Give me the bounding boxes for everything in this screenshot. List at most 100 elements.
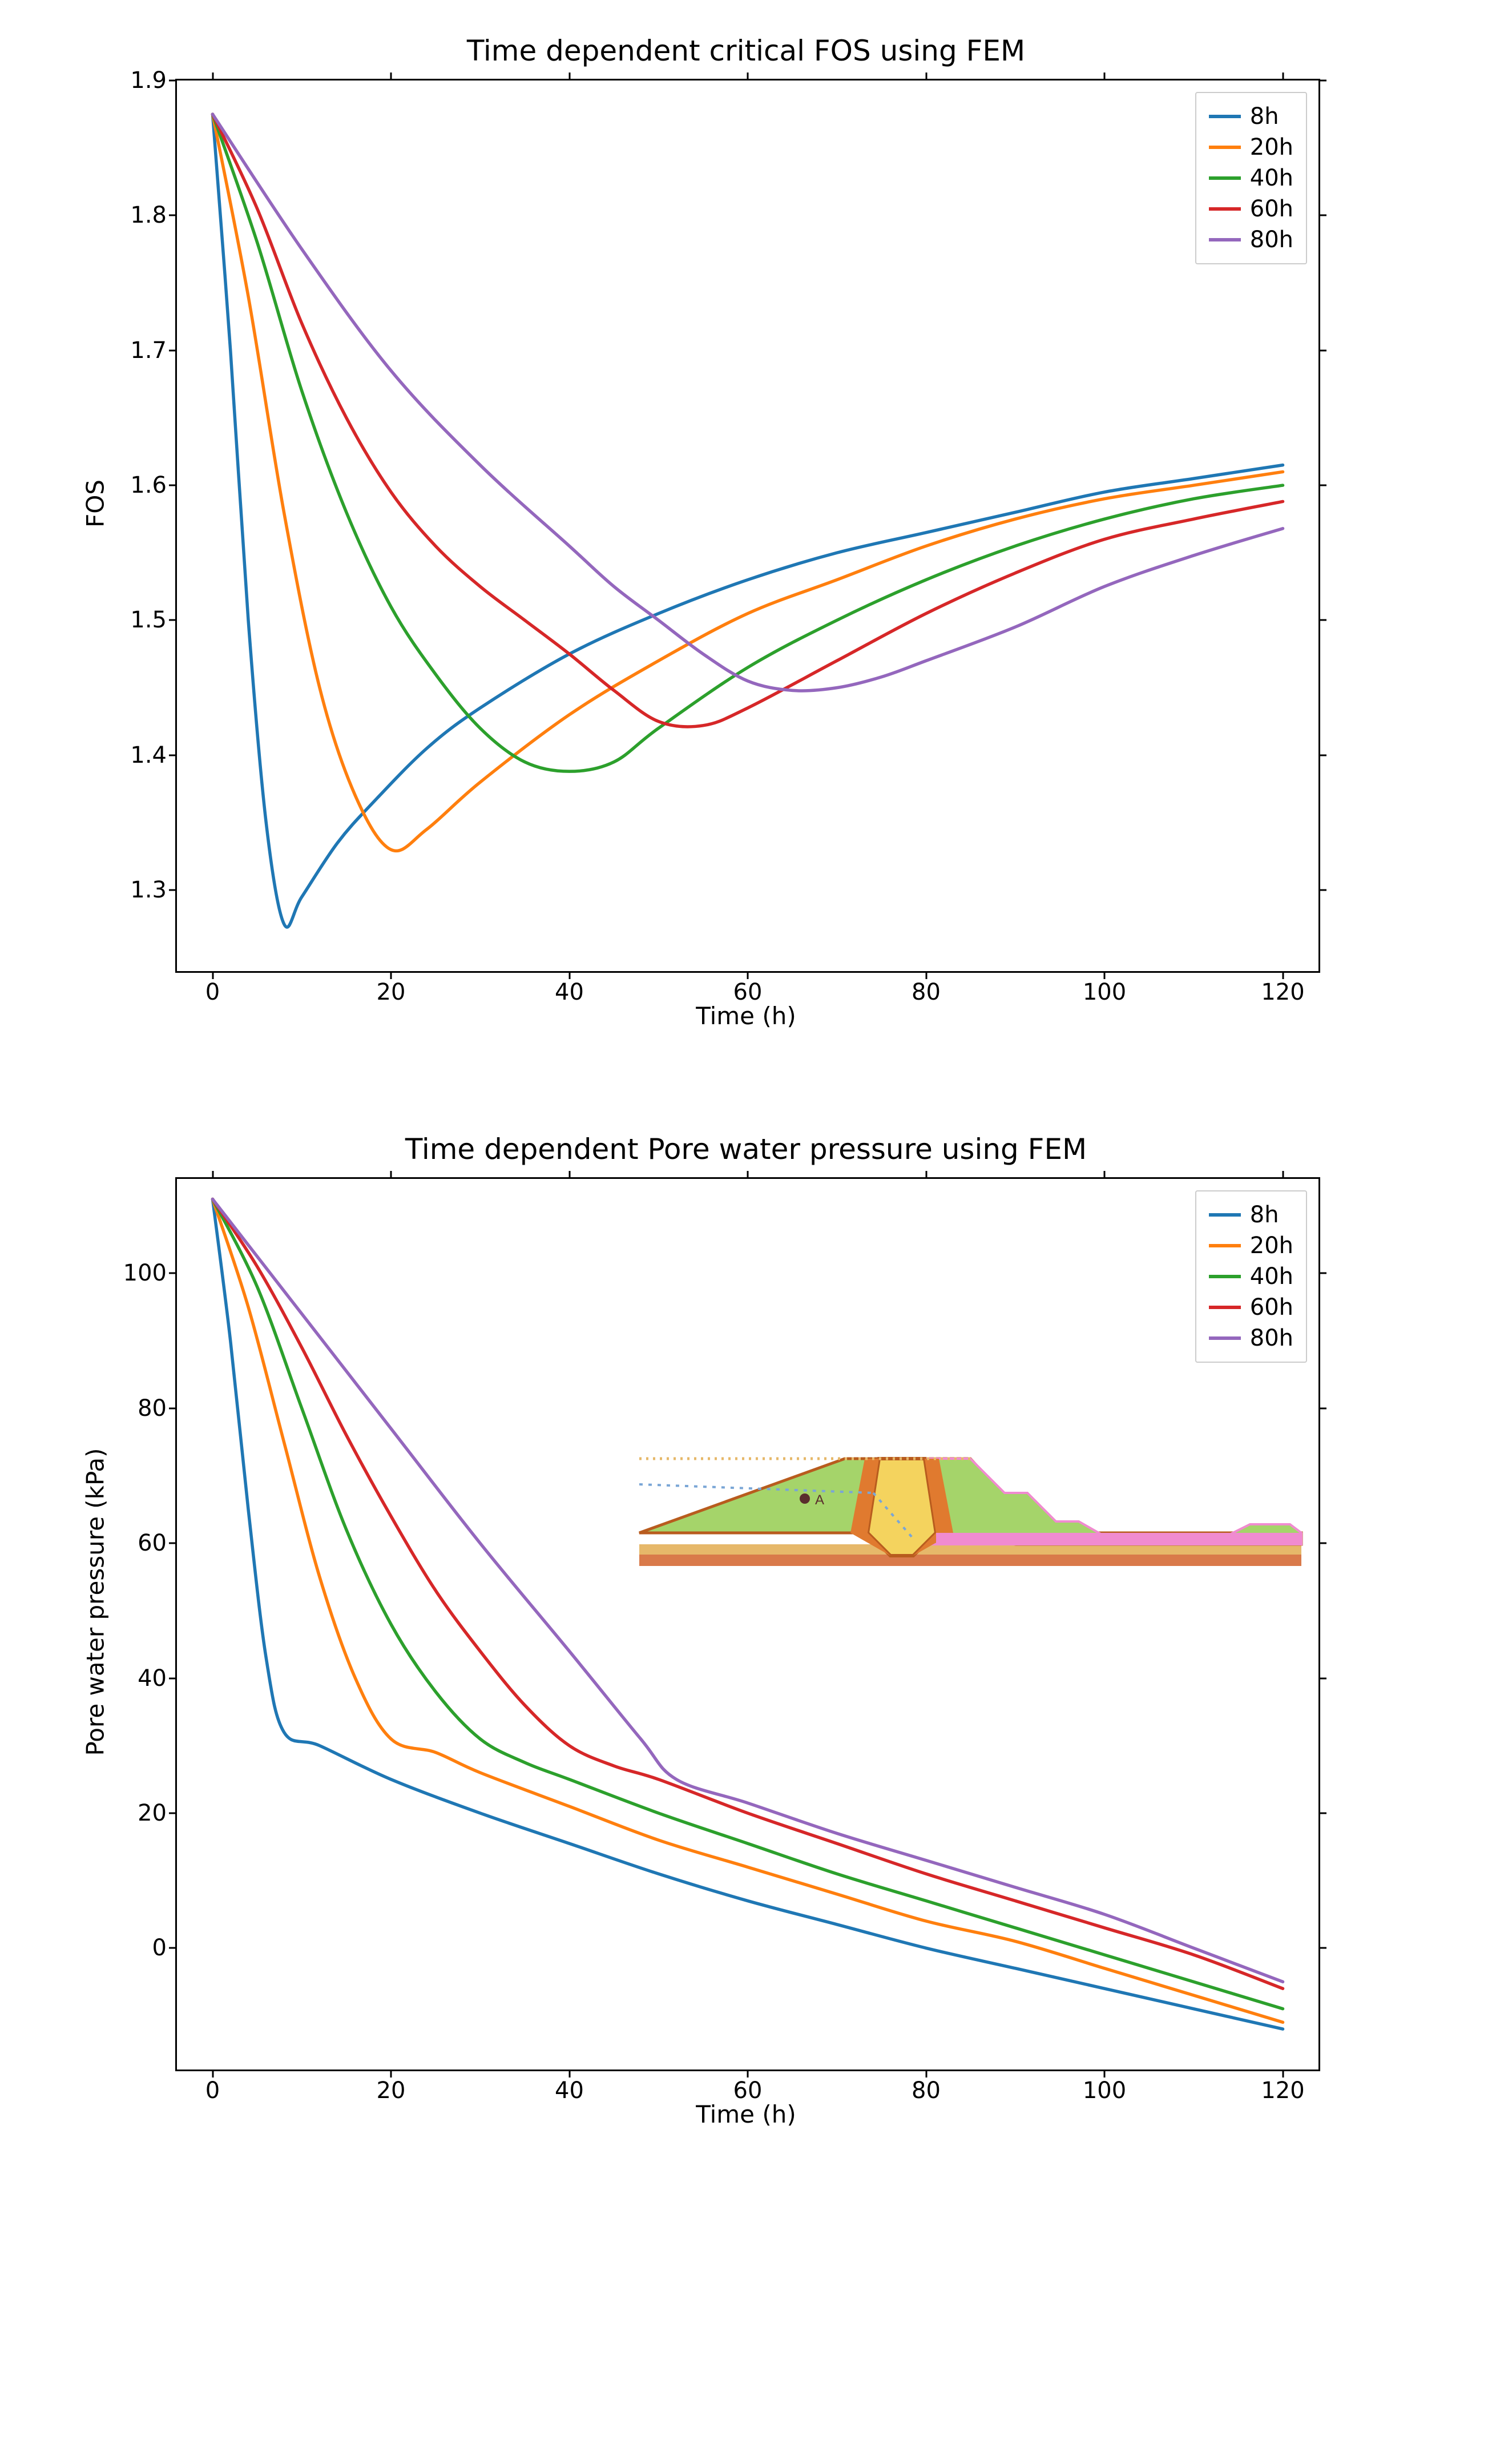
y-tick-mark: [1318, 1677, 1326, 1679]
x-tick-label: 0: [205, 979, 220, 1005]
x-tick-mark: [568, 2070, 570, 2078]
legend-item: 80h: [1209, 1323, 1293, 1354]
x-tick-mark: [1104, 1171, 1106, 1179]
x-tick-mark: [390, 1171, 392, 1179]
x-tick-mark: [1282, 1171, 1284, 1179]
line-plot-svg: [177, 1179, 1318, 2070]
x-tick-mark: [747, 73, 749, 80]
x-tick-mark: [1282, 2070, 1284, 2078]
x-tick-mark: [568, 971, 570, 979]
legend-item: 20h: [1209, 1230, 1293, 1261]
series-80h: [213, 114, 1283, 691]
legend: 8h20h40h60h80h: [1195, 1190, 1307, 1363]
y-tick-mark: [169, 1947, 177, 1949]
legend-swatch: [1209, 146, 1241, 149]
x-tick-mark: [212, 971, 213, 979]
y-tick-mark: [169, 1677, 177, 1679]
x-tick-mark: [925, 2070, 927, 2078]
legend-item: 20h: [1209, 132, 1293, 163]
y-tick-mark: [1318, 349, 1326, 351]
y-axis-label: FOS: [82, 480, 110, 528]
x-tick-mark: [390, 971, 392, 979]
y-tick-mark: [169, 1812, 177, 1814]
page: Time dependent critical FOS using FEM 8h…: [0, 0, 1492, 2140]
series-20h: [213, 1199, 1283, 2022]
x-tick-mark: [568, 73, 570, 80]
legend-label: 8h: [1250, 103, 1279, 130]
legend-item: 60h: [1209, 194, 1293, 224]
y-tick-mark: [169, 1407, 177, 1409]
series-60h: [213, 114, 1283, 727]
series-8h: [213, 114, 1283, 927]
legend-label: 60h: [1250, 1294, 1293, 1320]
chart-title: Time dependent critical FOS using FEM: [175, 34, 1317, 67]
legend-item: 8h: [1209, 1199, 1293, 1230]
series-60h: [213, 1199, 1283, 1988]
x-tick-mark: [1104, 971, 1106, 979]
legend-label: 20h: [1250, 1233, 1293, 1259]
x-tick-mark: [568, 1171, 570, 1179]
y-tick-mark: [169, 215, 177, 216]
x-tick-label: 0: [205, 2078, 220, 2104]
x-tick-mark: [212, 73, 213, 80]
y-tick-mark: [169, 754, 177, 756]
x-tick-label: 100: [1083, 979, 1126, 1005]
series-40h: [213, 1199, 1283, 2008]
x-axis-label: Time (h): [696, 2100, 796, 2128]
x-tick-mark: [925, 971, 927, 979]
legend-swatch: [1209, 207, 1241, 211]
legend-swatch: [1209, 1275, 1241, 1278]
x-tick-mark: [1104, 2070, 1106, 2078]
y-tick-mark: [169, 1543, 177, 1544]
y-tick-label: 20: [138, 1800, 167, 1826]
x-tick-mark: [212, 1171, 213, 1179]
x-tick-mark: [747, 2070, 749, 2078]
y-tick-mark: [1318, 619, 1326, 621]
y-tick-label: 40: [138, 1665, 167, 1692]
y-tick-mark: [169, 349, 177, 351]
y-tick-mark: [1318, 1273, 1326, 1274]
y-tick-label: 0: [152, 1935, 167, 1961]
y-tick-label: 1.5: [130, 607, 167, 633]
legend-swatch: [1209, 115, 1241, 118]
x-tick-label: 120: [1261, 979, 1304, 1005]
y-tick-mark: [169, 619, 177, 621]
legend-swatch: [1209, 1244, 1241, 1247]
legend-label: 80h: [1250, 227, 1293, 253]
y-tick-mark: [1318, 1543, 1326, 1544]
x-tick-mark: [1282, 971, 1284, 979]
legend-swatch: [1209, 176, 1241, 180]
series-40h: [213, 114, 1283, 771]
x-tick-label: 100: [1083, 2078, 1126, 2104]
pore-pressure-chart: Time dependent Pore water pressure using…: [175, 1133, 1317, 2071]
y-tick-label: 80: [138, 1395, 167, 1422]
y-tick-mark: [1318, 80, 1326, 82]
y-tick-label: 1.8: [130, 202, 167, 228]
legend: 8h20h40h60h 80h: [1195, 92, 1307, 264]
y-tick-mark: [1318, 1812, 1326, 1814]
x-tick-mark: [212, 2070, 213, 2078]
x-tick-label: 80: [912, 2078, 941, 2104]
x-tick-mark: [1282, 73, 1284, 80]
x-tick-label: 40: [555, 979, 584, 1005]
legend-swatch: [1209, 1306, 1241, 1309]
x-tick-mark: [1104, 73, 1106, 80]
y-tick-label: 1.4: [130, 742, 167, 768]
fos-chart: Time dependent critical FOS using FEM 8h…: [175, 34, 1317, 973]
y-tick-mark: [1318, 889, 1326, 891]
legend-item: 40h: [1209, 163, 1293, 194]
y-tick-mark: [169, 485, 177, 486]
legend-swatch: [1209, 238, 1241, 241]
x-tick-label: 120: [1261, 2078, 1304, 2104]
plot-area: A 8h20h40h60h80h 02040608010012002040608…: [175, 1177, 1320, 2071]
x-tick-mark: [925, 73, 927, 80]
legend-swatch: [1209, 1213, 1241, 1217]
y-tick-label: 60: [138, 1530, 167, 1556]
y-tick-mark: [1318, 754, 1326, 756]
x-tick-label: 20: [377, 979, 406, 1005]
y-tick-mark: [1318, 215, 1326, 216]
legend-item: 60h: [1209, 1292, 1293, 1323]
legend-label: 80h: [1250, 1325, 1293, 1351]
y-tick-mark: [1318, 1947, 1326, 1949]
y-tick-label: 100: [123, 1260, 167, 1286]
